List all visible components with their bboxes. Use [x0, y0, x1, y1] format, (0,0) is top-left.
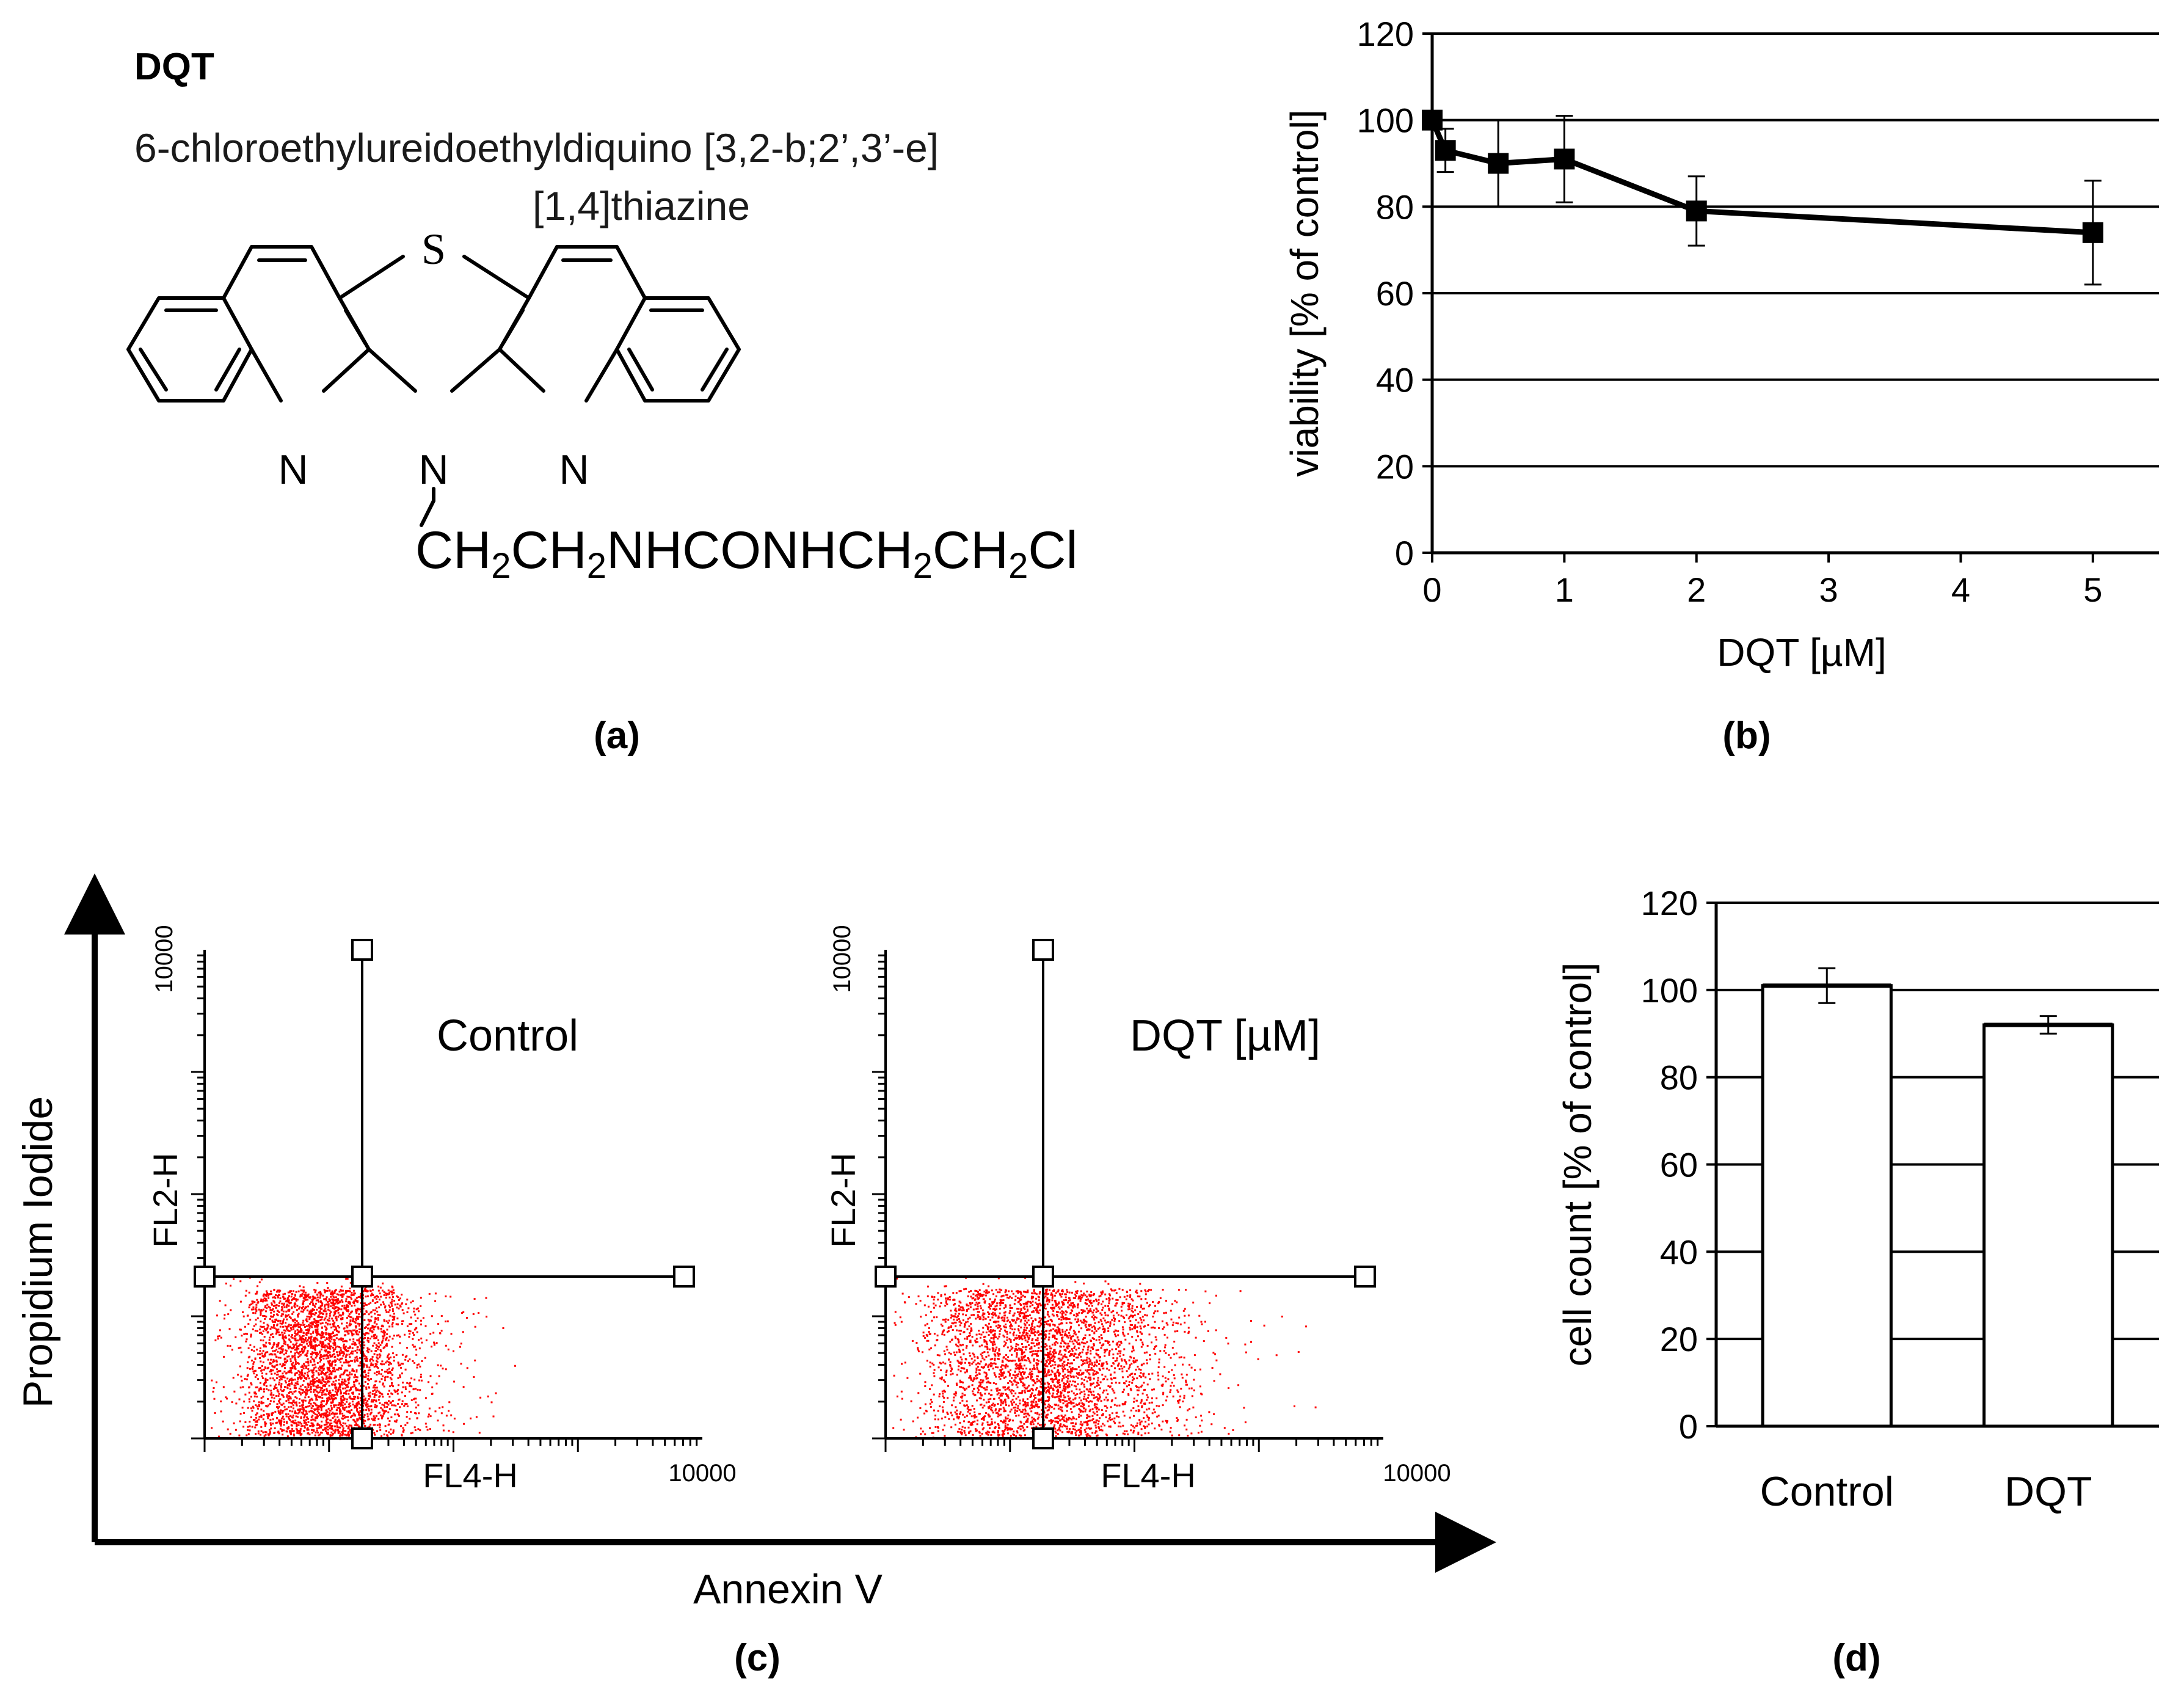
- data-point: [1686, 200, 1707, 222]
- bar: [1761, 984, 1893, 1428]
- x-category-label: DQT: [2004, 1468, 2092, 1515]
- x-tick-label: 5: [2083, 570, 2102, 609]
- gate-handle: [351, 1427, 373, 1449]
- y-tick-label: 40: [1660, 1233, 1698, 1271]
- flow-x-label: FL4-H: [1101, 1456, 1196, 1495]
- data-point: [1488, 153, 1509, 174]
- x-tick-label: 3: [1819, 570, 1838, 609]
- scatter-cloud: [892, 1277, 1317, 1440]
- y-tick-label: 0: [1395, 534, 1414, 572]
- data-point: [2082, 222, 2103, 243]
- y-tick-label: 40: [1376, 361, 1414, 399]
- y-tick-label: 60: [1376, 274, 1414, 313]
- formula-subscript: 2: [587, 546, 606, 586]
- flow-y-max-tick: 10000: [829, 925, 856, 993]
- flow-y-label: FL2-H: [146, 1153, 184, 1248]
- x-tick-label: 0: [1422, 570, 1441, 609]
- y-tick-label: 60: [1660, 1146, 1698, 1184]
- atom-s: S: [421, 225, 446, 274]
- x-tick-label: 2: [1687, 570, 1706, 609]
- y-tick-label: 100: [1357, 101, 1414, 140]
- y-tick-label: 80: [1660, 1059, 1698, 1097]
- chemical-structure: [126, 245, 741, 527]
- data-point: [1554, 148, 1575, 170]
- flow-x-max-tick: 10000: [1383, 1460, 1451, 1487]
- y-axis-title: cell count [% of control]: [1556, 963, 1600, 1367]
- gate-handle: [1032, 1266, 1054, 1288]
- panel-label-a: (a): [594, 715, 640, 757]
- atom-n-center: N: [418, 446, 448, 493]
- atom-n-left: N: [278, 446, 308, 493]
- gate-handle: [875, 1266, 897, 1288]
- substituent-formula: CH2CH2NHCONHCH2CH2Cl: [415, 521, 1078, 586]
- annexin-v-label: Annexin V: [693, 1566, 883, 1612]
- y-tick-label: 80: [1376, 188, 1414, 226]
- compound-name-line2: [1,4]thiazine: [533, 183, 750, 228]
- compound-name-line1: 6-chloroethylureidoethyldiquino [3,2-b;2…: [134, 125, 939, 170]
- flow-x-label: FL4-H: [423, 1456, 518, 1495]
- propidium-iodide-label: Propidium Iodide: [15, 1096, 61, 1408]
- gate-handle: [1032, 1427, 1054, 1449]
- formula-part: Cl: [1028, 521, 1077, 580]
- x-category-label: Control: [1760, 1468, 1894, 1515]
- y-tick-label: 100: [1641, 971, 1698, 1010]
- formula-subscript: 2: [491, 546, 511, 586]
- gate-handle: [1032, 939, 1054, 961]
- gate-handle: [351, 939, 373, 961]
- gate-handle: [1354, 1266, 1376, 1288]
- y-tick-label: 120: [1357, 15, 1414, 53]
- viability-line-chart: 0 20 40 60 80 100 120 0 1 2 3 4 5 viability [% of con…: [1283, 15, 2159, 757]
- x-tick-label: 4: [1951, 570, 1970, 609]
- atom-n-right: N: [559, 446, 589, 493]
- compound-abbrev: DQT: [134, 46, 214, 88]
- formula-part: CH: [415, 521, 491, 580]
- scatter-cloud: [211, 1277, 516, 1440]
- flow-plot-dqt: [872, 939, 1383, 1452]
- flow-y-max-tick: 10000: [151, 925, 178, 993]
- flow-x-max-tick: 10000: [668, 1460, 736, 1487]
- x-tick-label: 1: [1555, 570, 1574, 609]
- panel-a: DQT 6-chloroethylureidoethyldiquino [3,2…: [126, 46, 1078, 757]
- data-point: [1422, 109, 1443, 131]
- y-tick-label: 20: [1376, 447, 1414, 486]
- panel-label-c: (c): [734, 1637, 781, 1679]
- series-line: [1429, 118, 2094, 236]
- flow-plot-control: [191, 939, 702, 1452]
- formula-subscript: 2: [1008, 546, 1028, 586]
- panel-label-d: (d): [1832, 1637, 1880, 1679]
- panel-label-b: (b): [1722, 715, 1771, 757]
- flow-plot-title: Control: [437, 1011, 578, 1060]
- flow-y-label: FL2-H: [824, 1153, 862, 1248]
- data-point: [1435, 140, 1456, 161]
- gate-handle: [673, 1266, 695, 1288]
- gate-handle: [351, 1266, 373, 1288]
- y-tick-label: 120: [1641, 884, 1698, 922]
- x-axis-title: DQT [µM]: [1717, 630, 1886, 674]
- formula-subscript: 2: [913, 546, 933, 586]
- y-tick-label: 0: [1679, 1407, 1698, 1446]
- formula-part: CH: [511, 521, 586, 580]
- gate-handle: [194, 1266, 216, 1288]
- flow-plot-title: DQT [µM]: [1130, 1011, 1320, 1060]
- formula-part: CH: [933, 521, 1008, 580]
- y-tick-label: 20: [1660, 1320, 1698, 1358]
- panel-c: Propidium Iodide Annexin V (c) Control D…: [15, 873, 1496, 1679]
- y-axis-title: viability [% of control]: [1283, 109, 1327, 476]
- formula-part: NHCONHCH: [606, 521, 913, 580]
- cell-count-bar-chart: 0 20 40 60 80 100 120 Control DQT cell count [% o…: [1556, 884, 2159, 1679]
- bar: [1982, 1023, 2114, 1428]
